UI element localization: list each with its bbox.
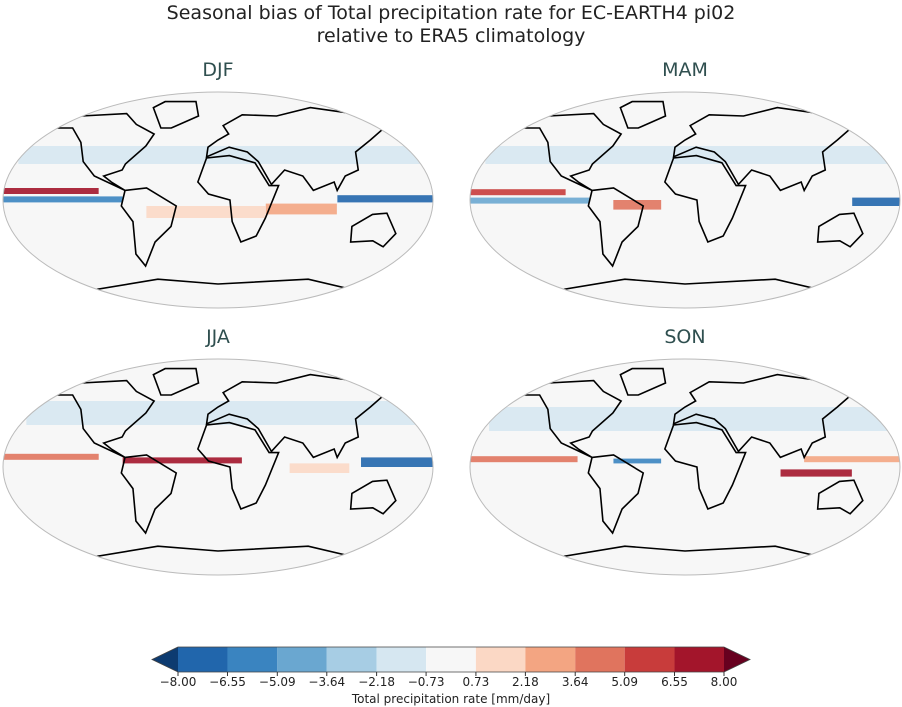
bias-band	[470, 456, 578, 463]
panel-title: JJA	[205, 326, 230, 348]
coastline	[196, 154, 280, 244]
title-line: relative to ERA5 climatology	[317, 25, 586, 47]
colorbar-label: Total precipitation rate [mm/day]	[351, 692, 550, 706]
bias-band	[470, 189, 566, 196]
bias-band	[804, 456, 900, 463]
coastline	[120, 454, 178, 535]
bias-band	[18, 146, 427, 164]
panel-title: MAM	[662, 59, 708, 81]
coastline	[619, 367, 667, 396]
coastline	[349, 479, 397, 515]
tick-label: 6.55	[661, 675, 688, 689]
coastline	[349, 212, 397, 248]
colorbar-segment	[326, 647, 377, 672]
bias-band	[3, 196, 123, 203]
bias-band	[485, 146, 894, 164]
tick-label: 8.00	[711, 675, 738, 689]
ocean	[470, 359, 900, 575]
coastline	[523, 545, 847, 564]
colorbar-extend	[152, 647, 178, 672]
colorbar-segment	[277, 647, 327, 672]
panel-title: DJF	[202, 59, 233, 81]
bias-band	[146, 206, 266, 218]
bias-band	[3, 188, 99, 194]
bias-band	[613, 458, 662, 464]
coastline	[56, 545, 380, 564]
bias-band	[361, 457, 433, 467]
tick-label: −0.73	[408, 675, 445, 689]
tick-label: 5.09	[611, 675, 638, 689]
coastline	[205, 373, 399, 460]
colorbar-segment	[525, 647, 576, 672]
tick-label: −2.18	[358, 675, 395, 689]
map	[470, 92, 900, 308]
coastline	[523, 278, 847, 297]
bias-band	[780, 469, 852, 477]
bias-band	[265, 203, 337, 215]
coastline	[512, 379, 623, 459]
panel-title: SON	[664, 326, 705, 348]
coastline	[512, 112, 623, 192]
coastline	[56, 278, 380, 297]
coastline	[152, 367, 200, 396]
bias-band	[613, 200, 662, 210]
bias-band	[470, 197, 590, 204]
coastline	[196, 421, 280, 511]
bias-band	[26, 401, 424, 425]
coastline	[587, 187, 645, 268]
coastline	[45, 379, 156, 459]
coastline	[672, 106, 866, 193]
map-border	[469, 358, 901, 576]
map	[470, 359, 900, 575]
coastline	[152, 100, 200, 129]
bias-band	[3, 453, 99, 460]
colorbar-extend	[724, 647, 750, 672]
colorbar-segment	[674, 647, 724, 672]
tick-label: 2.18	[512, 675, 539, 689]
colorbar-segment	[227, 647, 278, 672]
colorbar-segment	[426, 647, 476, 672]
colorbar-segment	[624, 647, 675, 672]
map-border	[2, 91, 434, 309]
colorbar-segment	[475, 647, 526, 672]
bias-band	[337, 195, 433, 203]
coastline	[120, 187, 178, 268]
coastline	[663, 421, 747, 511]
colorbar-segment	[376, 647, 427, 672]
tick-label: −8.00	[160, 675, 197, 689]
colorbar-segment	[575, 647, 625, 672]
bias-band	[122, 457, 242, 464]
bias-band	[289, 463, 350, 473]
coastline	[587, 454, 645, 535]
map-border	[2, 358, 434, 576]
tick-label: 0.73	[463, 675, 490, 689]
bias-band	[489, 407, 894, 431]
coastline	[619, 100, 667, 129]
tick-label: −3.64	[308, 675, 345, 689]
tick-label: −5.09	[259, 675, 296, 689]
coastline	[663, 154, 747, 244]
coastline	[816, 212, 864, 248]
coastline	[816, 479, 864, 515]
coastline	[205, 106, 399, 193]
coastline	[45, 112, 156, 192]
map-border	[469, 91, 901, 309]
tick-label: −6.55	[209, 675, 246, 689]
map	[3, 92, 433, 308]
coastline	[672, 373, 866, 460]
title-line: Seasonal bias of Total precipitation rat…	[167, 2, 736, 24]
colorbar-segment	[178, 647, 228, 672]
map	[3, 359, 433, 575]
tick-label: 3.64	[562, 675, 589, 689]
bias-band	[852, 197, 900, 206]
